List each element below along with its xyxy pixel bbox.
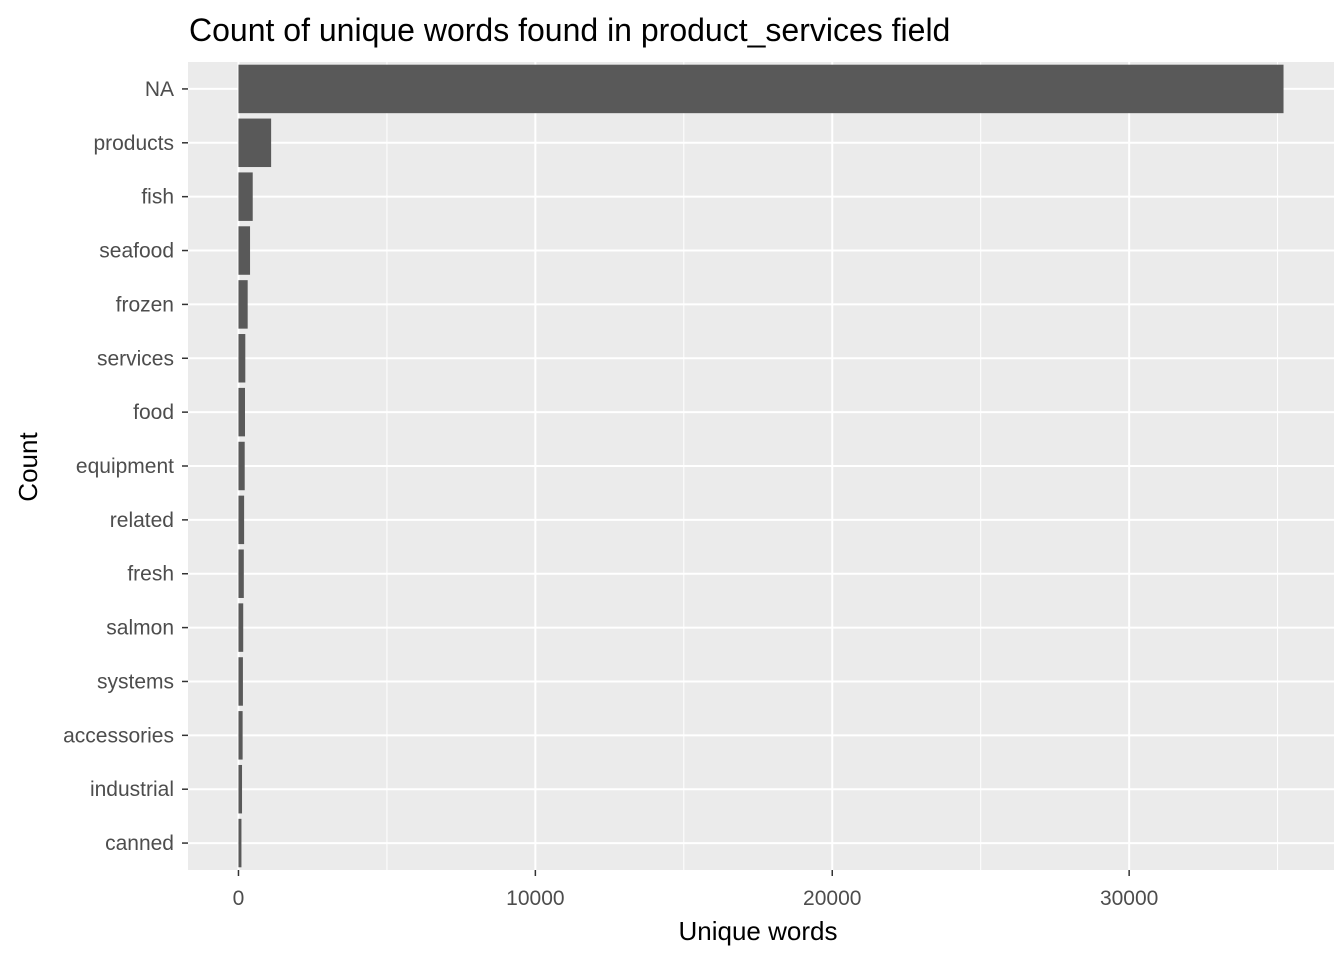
y-tick-label: products: [93, 132, 174, 155]
y-tick-label: fresh: [127, 563, 174, 586]
bar-frozen: [238, 280, 248, 329]
y-tick-label: services: [97, 347, 174, 370]
bar-products: [238, 118, 272, 168]
y-tick-label: related: [110, 509, 174, 532]
bars: [238, 64, 1284, 868]
y-tick-label: salmon: [106, 617, 174, 640]
y-tick-label: industrial: [90, 778, 174, 801]
bar-na: [238, 64, 1284, 114]
y-tick-label: accessories: [63, 724, 174, 747]
bar-seafood: [238, 226, 251, 275]
bar-canned: [238, 818, 242, 868]
y-tick-label: frozen: [116, 293, 174, 316]
x-axis: 0 10000 20000 30000: [233, 870, 1158, 910]
x-tick-label: 0: [233, 887, 245, 910]
chart-title: Count of unique words found in product_s…: [189, 12, 950, 48]
y-tick-label: food: [133, 401, 174, 424]
x-tick-label: 30000: [1100, 887, 1158, 910]
bar-accessories: [238, 711, 243, 760]
x-tick-label: 10000: [506, 887, 564, 910]
y-tick-label: NA: [145, 78, 174, 101]
y-axis: NA products fish seafood frozen services food e…: [63, 78, 188, 855]
y-tick-label: systems: [97, 670, 174, 693]
bar-systems: [238, 657, 243, 706]
y-tick-label: canned: [105, 832, 174, 855]
bar-services: [238, 334, 246, 383]
bar-related: [238, 495, 245, 545]
y-axis-title: Count: [13, 432, 43, 502]
bar-fresh: [238, 549, 244, 598]
bar-fish: [238, 172, 253, 221]
y-tick-label: equipment: [76, 455, 174, 478]
bar-salmon: [238, 603, 244, 652]
x-axis-title: Unique words: [679, 916, 838, 946]
bar-equipment: [238, 441, 245, 491]
bar-food: [238, 387, 246, 437]
y-tick-label: seafood: [99, 240, 174, 263]
y-tick-label: fish: [141, 186, 174, 209]
x-tick-label: 20000: [803, 887, 861, 910]
bar-industrial: [238, 764, 243, 814]
